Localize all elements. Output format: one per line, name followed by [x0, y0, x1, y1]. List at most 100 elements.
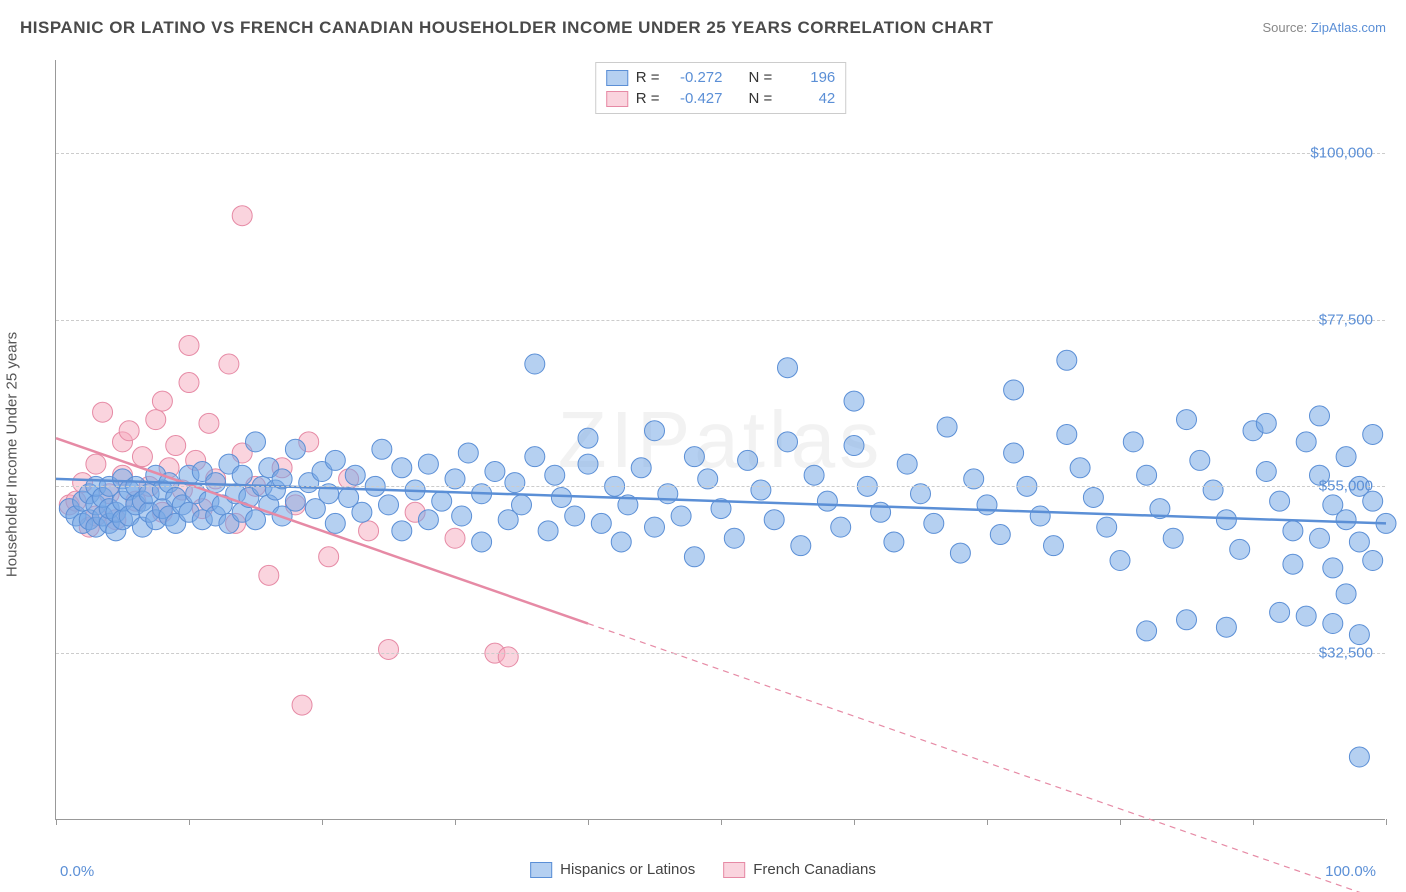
scatter-point: [924, 513, 944, 533]
source-link[interactable]: ZipAtlas.com: [1311, 20, 1386, 35]
scatter-point: [1363, 424, 1383, 444]
scatter-point: [1004, 380, 1024, 400]
scatter-point: [1349, 625, 1369, 645]
scatter-point: [319, 547, 339, 567]
scatter-point: [1283, 521, 1303, 541]
scatter-point: [1097, 517, 1117, 537]
scatter-point: [1203, 480, 1223, 500]
scatter-point: [418, 510, 438, 530]
scatter-point: [551, 487, 571, 507]
scatter-point: [1177, 410, 1197, 430]
scatter-point: [458, 443, 478, 463]
scatter-point: [472, 532, 492, 552]
scatter-point: [498, 647, 518, 667]
scatter-point: [1163, 528, 1183, 548]
source-prefix: Source:: [1262, 20, 1310, 35]
r-label: R =: [636, 69, 660, 86]
scatter-point: [1070, 458, 1090, 478]
n-label: N =: [749, 69, 773, 86]
y-tick-label: $55,000: [1319, 478, 1373, 495]
scatter-point: [392, 458, 412, 478]
scatter-point: [831, 517, 851, 537]
scatter-point: [1177, 610, 1197, 630]
scatter-point: [1310, 528, 1330, 548]
gridline: [56, 653, 1385, 654]
source-attribution: Source: ZipAtlas.com: [1262, 20, 1386, 35]
scatter-point: [132, 447, 152, 467]
scatter-point: [1110, 550, 1130, 570]
scatter-point: [631, 458, 651, 478]
scatter-point: [1137, 621, 1157, 641]
scatter-point: [232, 206, 252, 226]
scatter-point: [977, 495, 997, 515]
scatter-point: [445, 528, 465, 548]
scatter-point: [764, 510, 784, 530]
scatter-point: [359, 521, 379, 541]
scatter-point: [950, 543, 970, 563]
scatter-point: [1296, 432, 1316, 452]
scatter-point: [1336, 510, 1356, 530]
scatter-point: [325, 513, 345, 533]
scatter-point: [119, 421, 139, 441]
scatter-point: [990, 525, 1010, 545]
legend-swatch: [606, 91, 628, 107]
n-label: N =: [749, 90, 773, 107]
scatter-point: [1137, 465, 1157, 485]
scatter-point: [645, 421, 665, 441]
trend-line: [588, 624, 1386, 892]
r-label: R =: [636, 90, 660, 107]
scatter-point: [1123, 432, 1143, 452]
correlation-legend: R = -0.272 N = 196 R = -0.427 N = 42: [595, 62, 847, 114]
r-value: -0.427: [668, 90, 723, 107]
scatter-point: [505, 473, 525, 493]
scatter-point: [1057, 424, 1077, 444]
scatter-point: [751, 480, 771, 500]
scatter-point: [246, 432, 266, 452]
scatter-point: [1190, 450, 1210, 470]
scatter-point: [285, 439, 305, 459]
scatter-point: [684, 447, 704, 467]
scatter-point: [152, 391, 172, 411]
legend-label: French Canadians: [753, 861, 876, 878]
scatter-point: [86, 454, 106, 474]
y-tick-label: $32,500: [1319, 645, 1373, 662]
scatter-point: [1083, 487, 1103, 507]
scatter-point: [325, 450, 345, 470]
scatter-point: [1216, 617, 1236, 637]
scatter-point: [352, 502, 372, 522]
scatter-point: [1057, 350, 1077, 370]
scatter-point: [545, 465, 565, 485]
scatter-point: [538, 521, 558, 541]
gridline: [56, 153, 1385, 154]
scatter-point: [452, 506, 472, 526]
x-tick: [854, 819, 855, 825]
scatter-point: [1336, 447, 1356, 467]
r-value: -0.272: [668, 69, 723, 86]
scatter-point: [897, 454, 917, 474]
scatter-point: [611, 532, 631, 552]
scatter-point: [1256, 413, 1276, 433]
scatter-point: [259, 565, 279, 585]
n-value: 42: [780, 90, 835, 107]
gridline: [56, 320, 1385, 321]
scatter-point: [512, 495, 532, 515]
y-tick-label: $100,000: [1310, 144, 1373, 161]
scatter-point: [778, 432, 798, 452]
scatter-point: [1283, 554, 1303, 574]
scatter-point: [379, 495, 399, 515]
legend-label: Hispanics or Latinos: [560, 861, 695, 878]
legend-row: R = -0.427 N = 42: [606, 88, 836, 109]
legend-swatch: [606, 70, 628, 86]
scatter-point: [232, 465, 252, 485]
legend-row: R = -0.272 N = 196: [606, 67, 836, 88]
x-tick: [987, 819, 988, 825]
scatter-point: [199, 413, 219, 433]
scatter-point: [738, 450, 758, 470]
x-tick: [189, 819, 190, 825]
scatter-point: [844, 391, 864, 411]
scatter-point: [93, 402, 113, 422]
scatter-point: [844, 436, 864, 456]
scatter-point: [418, 454, 438, 474]
gridline: [56, 486, 1385, 487]
scatter-point: [292, 695, 312, 715]
